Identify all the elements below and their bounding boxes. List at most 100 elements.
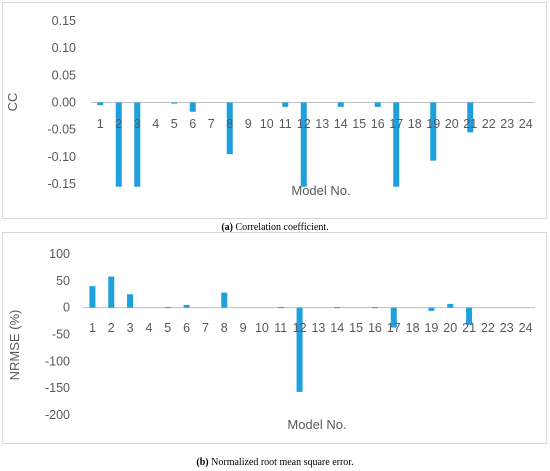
category-label-b-4: 4 (145, 321, 152, 335)
bar-b-model-6 (183, 304, 190, 308)
y-tick-label-b-6: -150 (45, 381, 70, 395)
bar-b-model-14 (334, 307, 341, 309)
category-label-b-3: 3 (127, 321, 134, 335)
chart-panel-a: 0.15 0.10 0.05 0.00 -0.05 -0.10 -0.15 1 2 3 4 5 6 7 8 9… (2, 2, 547, 219)
category-label-a-17: 17 (389, 117, 403, 131)
caption-a: (a) Correlation coefficient. (0, 222, 550, 233)
category-label-a-10: 10 (260, 117, 274, 131)
category-label-b-1: 1 (89, 321, 96, 335)
caption-b: (b) Normalized root mean square error. (0, 457, 550, 468)
bar-b-model-12 (296, 307, 303, 392)
y-tick-label-a-3: 0.05 (52, 68, 76, 82)
bar-a-model-8 (226, 102, 233, 155)
category-label-b-10: 10 (255, 321, 269, 335)
bar-b-model-8 (221, 292, 228, 308)
bar-a-model-5 (171, 102, 178, 104)
x-axis-title-a: Model No. (291, 183, 350, 198)
category-label-b-18: 18 (406, 321, 420, 335)
bar-a-model-21 (467, 102, 474, 133)
category-label-a-11: 11 (279, 117, 292, 131)
y-tick-label-b-2: 50 (56, 274, 70, 288)
bar-a-model-3 (134, 102, 141, 187)
caption-a-label: (a) (221, 222, 234, 233)
bar-a-model-2 (115, 102, 122, 187)
bar-b-model-21 (466, 307, 473, 325)
category-label-a-21: 21 (463, 117, 477, 131)
y-axis-title-b: NRMSE (%) (7, 310, 22, 381)
y-axis-title-a: CC (5, 93, 20, 112)
caption-b-label: (b) (196, 457, 209, 468)
bar-b-model-16 (371, 307, 378, 309)
category-label-a-3: 3 (134, 117, 141, 131)
y-tick-label-b-3: 0 (63, 301, 70, 315)
category-label-b-23: 23 (500, 321, 514, 335)
caption-b-text: Normalized root mean square error. (211, 457, 354, 468)
category-label-a-7: 7 (208, 117, 215, 131)
bar-a-model-12 (300, 102, 307, 187)
category-label-a-13: 13 (315, 117, 329, 131)
category-label-b-17: 17 (387, 321, 401, 335)
category-label-b-14: 14 (330, 321, 344, 335)
bar-a-model-11 (282, 102, 289, 107)
bar-b-model-19 (428, 307, 435, 311)
category-label-a-16: 16 (371, 117, 385, 131)
y-tick-label-a-4: 0.00 (52, 96, 76, 110)
y-tick-label-a-5: -0.05 (48, 123, 77, 137)
category-label-a-23: 23 (500, 117, 514, 131)
category-label-a-22: 22 (482, 117, 496, 131)
category-label-b-19: 19 (424, 321, 438, 335)
category-label-b-11: 11 (274, 321, 287, 335)
category-label-a-9: 9 (245, 117, 252, 131)
y-tick-label-b-1: 100 (49, 247, 70, 261)
caption-a-text: Correlation coefficient. (235, 222, 329, 233)
bar-a-model-17 (393, 102, 400, 187)
category-label-a-15: 15 (352, 117, 366, 131)
category-label-a-20: 20 (445, 117, 459, 131)
bar-b-model-20 (447, 303, 454, 308)
category-label-a-14: 14 (334, 117, 348, 131)
category-label-b-6: 6 (183, 321, 190, 335)
bar-b-model-17 (390, 307, 397, 328)
correlation-coefficient-chart: 0.150.100.050.00-0.05-0.10-0.151 2 3 4 5 6 7 8 9… (5, 14, 535, 198)
category-label-b-24: 24 (519, 321, 533, 335)
bar-b-model-1 (89, 286, 96, 308)
category-label-b-13: 13 (311, 321, 325, 335)
category-label-b-22: 22 (481, 321, 495, 335)
category-label-a-24: 24 (519, 117, 533, 131)
bar-b-model-3 (127, 294, 134, 308)
bar-a-model-14 (337, 102, 344, 107)
category-label-a-2: 2 (115, 117, 122, 131)
bar-a-model-19 (430, 102, 437, 161)
y-tick-label-a-2: 0.10 (52, 41, 76, 55)
y-tick-label-a-7: -0.15 (48, 177, 77, 191)
category-label-b-12: 12 (293, 321, 307, 335)
category-label-b-15: 15 (349, 321, 363, 335)
bar-b-model-2 (108, 276, 115, 308)
category-label-b-8: 8 (221, 321, 228, 335)
y-tick-label-b-5: -100 (45, 354, 70, 368)
bar-b-model-5 (164, 307, 171, 309)
category-label-a-12: 12 (297, 117, 311, 131)
bar-b-model-11 (277, 307, 284, 309)
category-label-b-5: 5 (164, 321, 171, 335)
bar-a-model-1 (97, 102, 104, 106)
chart-panel-b: 100 50 0 -50 -100 -150 -200 1 2 3 4 5 6 7 8 9 10 11 12 13 14… (2, 232, 547, 444)
bar-a-model-6 (189, 102, 196, 112)
category-label-a-18: 18 (408, 117, 422, 131)
category-label-a-19: 19 (426, 117, 440, 131)
category-label-b-9: 9 (240, 321, 247, 335)
y-tick-label-a-1: 0.15 (52, 14, 76, 28)
category-label-a-6: 6 (189, 117, 196, 131)
category-label-a-4: 4 (152, 117, 159, 131)
category-label-b-16: 16 (368, 321, 382, 335)
bar-a-model-16 (374, 102, 381, 107)
category-label-a-1: 1 (97, 117, 104, 131)
x-axis-title-b: Model No. (287, 417, 346, 432)
category-label-a-8: 8 (226, 117, 233, 131)
y-tick-label-a-6: -0.10 (48, 150, 77, 164)
category-label-b-7: 7 (202, 321, 209, 335)
category-label-b-20: 20 (443, 321, 457, 335)
category-label-b-2: 2 (108, 321, 115, 335)
